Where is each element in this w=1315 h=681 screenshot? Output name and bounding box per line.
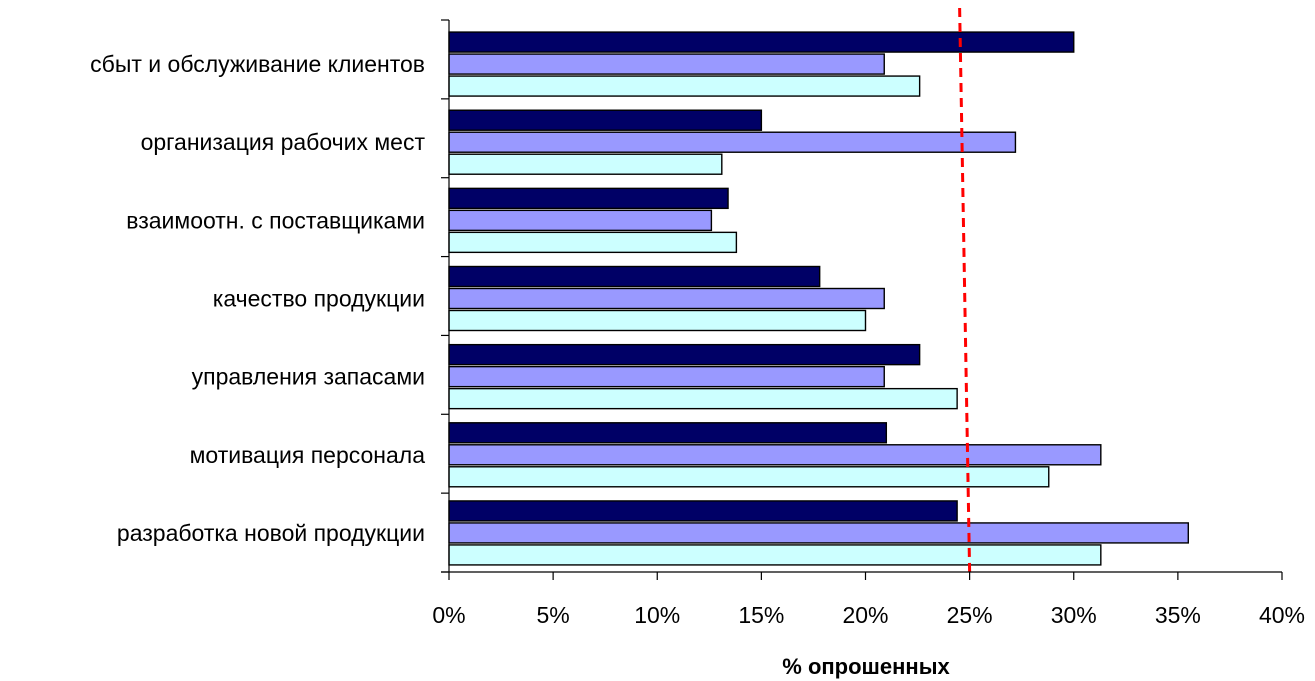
x-axis-title: % опрошенных [782,654,950,679]
bar-s1-c3 [448,187,729,210]
category-label-5: управления запасами [192,364,425,390]
bar-s2-c2 [448,131,1017,153]
labels-layer: сбыт и обслуживание клиентов организация … [90,51,1305,628]
category-label-2: организация рабочих мест [141,129,426,155]
bar-s2-c3 [448,209,713,232]
bars-layer [448,31,1189,566]
x-tick-label-8: 40% [1259,602,1305,628]
bar-s3-c7 [448,544,1102,566]
category-label-7: разработка новой продукции [117,520,425,546]
x-tick-label-3: 15% [738,602,784,628]
x-tick-label-6: 30% [1051,602,1097,628]
bar-s1-c2 [448,109,763,131]
bar-s1-c4 [448,265,821,288]
category-label-6: мотивация персонала [190,442,426,468]
bar-s3-c1 [448,75,921,97]
bar-s2-c1 [448,53,885,75]
bar-s2-c6 [448,444,1102,466]
bar-s1-c1 [448,31,1075,53]
category-label-1: сбыт и обслуживание клиентов [90,51,425,77]
bar-s2-c7 [448,522,1189,544]
axes-layer [441,19,1283,580]
x-tick-label-7: 35% [1155,602,1201,628]
category-label-4: качество продукции [213,286,425,312]
x-tick-label-4: 20% [842,602,888,628]
bar-s3-c5 [448,387,958,410]
bar-s1-c6 [448,422,888,444]
x-tick-label-5: 25% [947,602,993,628]
bar-s3-c2 [448,153,723,175]
bar-s1-c7 [448,500,958,522]
x-tick-label-1: 5% [537,602,570,628]
bar-s3-c6 [448,466,1050,488]
bar-s3-c4 [448,309,867,332]
x-tick-label-2: 10% [634,602,680,628]
bar-s1-c5 [448,343,921,366]
bar-s2-c4 [448,287,885,310]
bar-s3-c3 [448,231,738,254]
bar-s2-c5 [448,365,885,388]
category-label-3: взаимоотн. с поставщиками [126,207,425,233]
reference-line-layer [958,7,972,573]
reference-line-25 [958,7,972,573]
x-tick-label-0: 0% [432,602,465,628]
